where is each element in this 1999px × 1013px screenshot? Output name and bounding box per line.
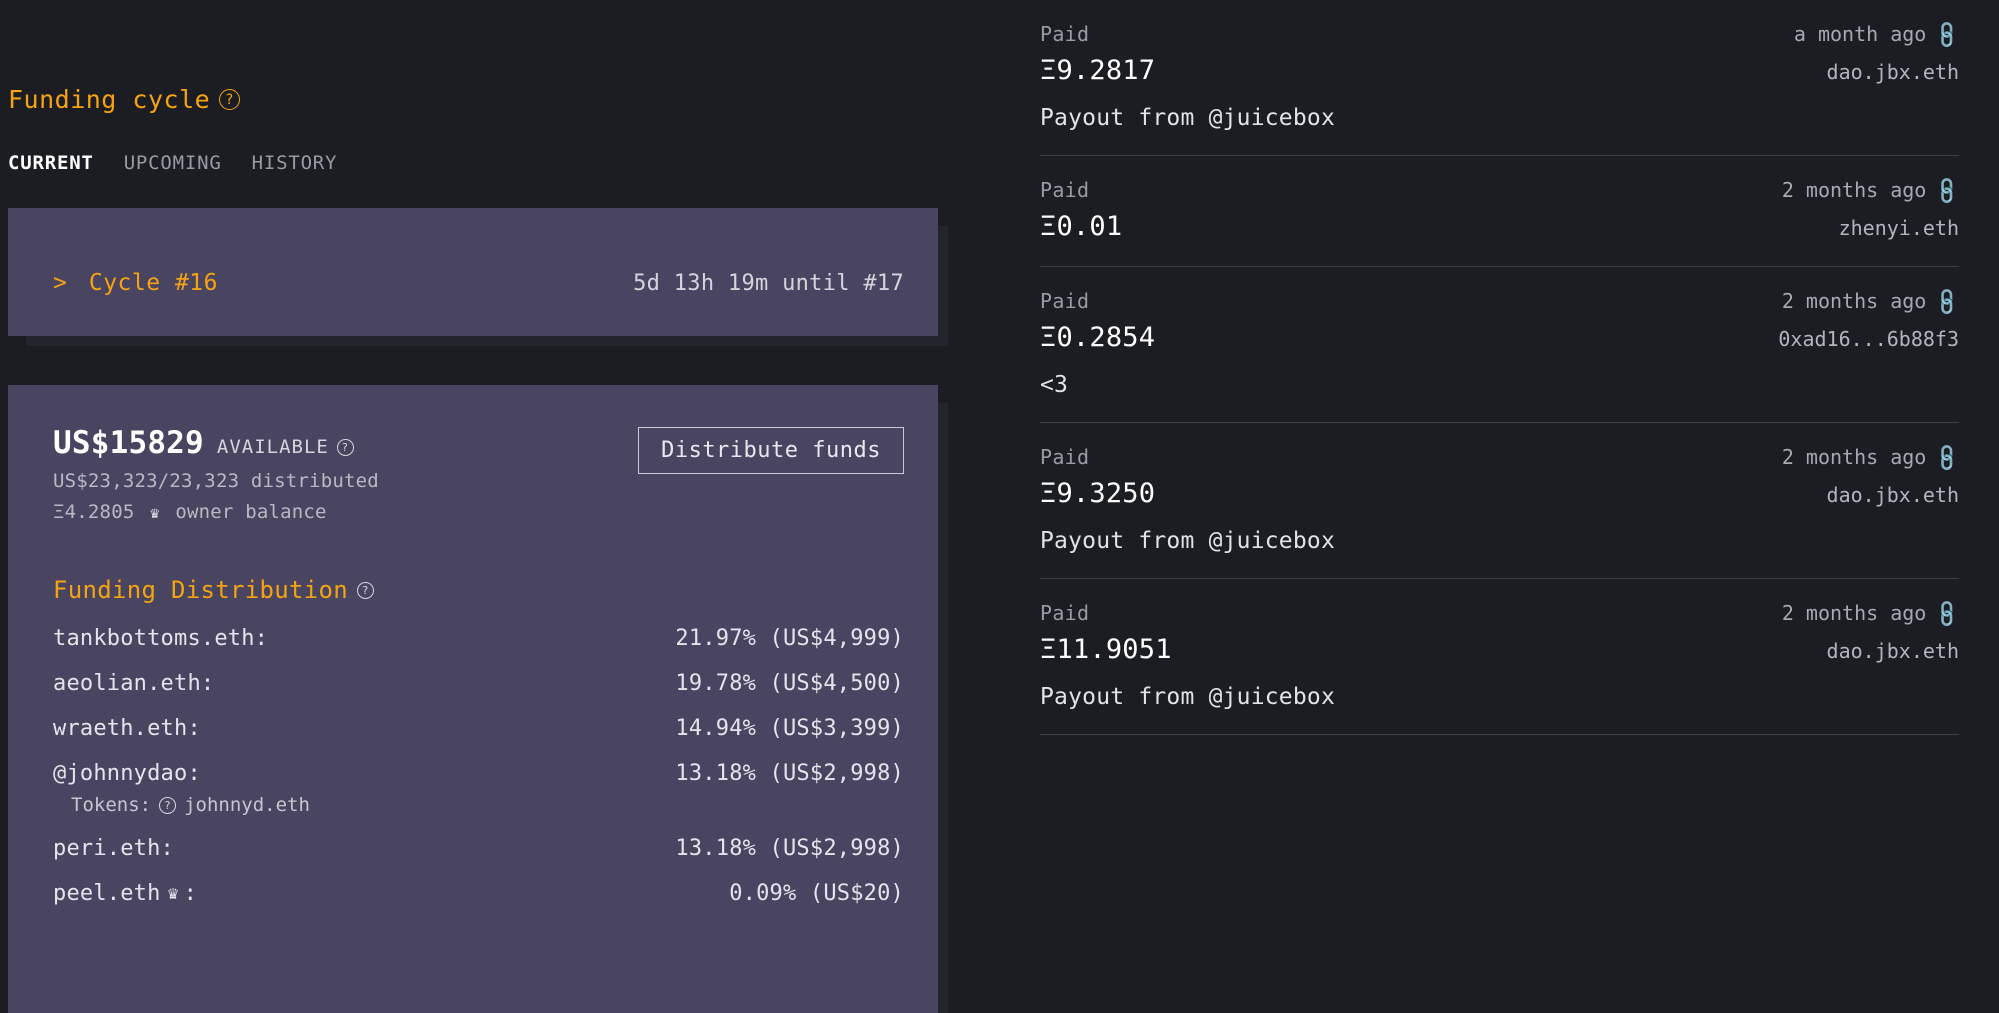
chevron-right-icon[interactable]: >: [53, 270, 67, 296]
payout-name: wraeth.eth:: [53, 716, 201, 741]
activity-time-group: 2 months ago 🔗: [1781, 285, 1964, 317]
distribution-row[interactable]: wraeth.eth: 14.94% (US$3,399): [53, 716, 904, 741]
distribution-row[interactable]: aeolian.eth: 19.78% (US$4,500): [53, 671, 904, 696]
activity-kind: Paid: [1040, 178, 1090, 202]
available-block: US$15829 AVAILABLE ? US$23,323/23,323 di…: [53, 425, 379, 523]
activity-memo: Payout from @juicebox: [1040, 105, 1335, 131]
link-icon[interactable]: 🔗: [1931, 18, 1964, 51]
activity-time-group: a month ago 🔗: [1793, 18, 1964, 50]
payout-token-row: Tokens: ? johnnyd.eth: [71, 794, 904, 816]
funding-distribution-list: tankbottoms.eth: 21.97% (US$4,999) aeoli…: [53, 626, 904, 906]
payout-name: aeolian.eth:: [53, 671, 215, 696]
cycle-label: Cycle #16: [88, 270, 218, 296]
tab-upcoming[interactable]: UPCOMING: [123, 152, 222, 174]
tokens-label: Tokens:: [71, 794, 152, 816]
payout-name: peri.eth:: [53, 836, 175, 861]
payout-value: 14.94% (US$3,399): [675, 716, 904, 741]
activity-kind: Paid: [1040, 289, 1090, 313]
activity-item[interactable]: Paid 2 months ago 🔗 Ξ0.2854 0xad16...6b8…: [1040, 266, 1964, 422]
activity-item[interactable]: Paid a month ago 🔗 Ξ9.2817 dao.jbx.eth P…: [1040, 0, 1964, 155]
activity-item[interactable]: Paid 2 months ago 🔗 Ξ0.01 zhenyi.eth: [1040, 155, 1964, 266]
cycle-countdown: 5d 13h 19m until #17: [633, 270, 904, 296]
distributed-text: US$23,323/23,323 distributed: [53, 470, 379, 492]
distribute-funds-button[interactable]: Distribute funds: [638, 427, 904, 474]
payout-name: peel.eth ♛ :: [53, 881, 197, 906]
tab-current[interactable]: CURRENT: [8, 152, 94, 174]
available-label-group: AVAILABLE ?: [217, 436, 354, 458]
activity-time-group: 2 months ago 🔗: [1781, 597, 1964, 629]
tokens-help-icon[interactable]: ?: [159, 796, 177, 814]
activity-kind: Paid: [1040, 445, 1090, 469]
help-icon[interactable]: ?: [219, 89, 241, 110]
funding-cycle-heading: Funding cycle ?: [8, 85, 241, 114]
link-icon[interactable]: 🔗: [1931, 174, 1964, 207]
activity-timestamp: 2 months ago: [1781, 601, 1927, 625]
tab-history[interactable]: HISTORY: [251, 152, 338, 174]
distribution-help-icon[interactable]: ?: [356, 581, 374, 599]
tokens-value: johnnyd.eth: [184, 794, 310, 816]
activity-item[interactable]: Paid 2 months ago 🔗 Ξ9.3250 dao.jbx.eth …: [1040, 422, 1964, 578]
available-help-icon[interactable]: ?: [336, 438, 354, 456]
activity-address[interactable]: dao.jbx.eth: [1826, 60, 1959, 84]
activity-time-group: 2 months ago 🔗: [1781, 174, 1964, 206]
activity-kind: Paid: [1040, 601, 1090, 625]
payout-name-colon: :: [183, 881, 198, 906]
activity-memo: <3: [1040, 372, 1069, 398]
activity-amount: Ξ9.2817: [1040, 55, 1156, 86]
distribution-row[interactable]: peri.eth: 13.18% (US$2,998): [53, 836, 904, 861]
distribution-row[interactable]: @johnnydao: 13.18% (US$2,998): [53, 761, 904, 786]
activity-kind: Paid: [1040, 22, 1090, 46]
owner-balance-row: Ξ4.2805 ♛ owner balance: [53, 501, 379, 523]
activity-amount: Ξ0.2854: [1040, 322, 1156, 353]
activity-timestamp: 2 months ago: [1781, 445, 1927, 469]
funding-card: US$15829 AVAILABLE ? US$23,323/23,323 di…: [8, 385, 938, 1013]
payout-name: @johnnydao:: [53, 761, 201, 786]
link-icon[interactable]: 🔗: [1931, 285, 1964, 318]
payout-name: tankbottoms.eth:: [53, 626, 269, 651]
activity-address[interactable]: dao.jbx.eth: [1826, 483, 1959, 507]
payout-value: 13.18% (US$2,998): [675, 836, 904, 861]
activity-timestamp: 2 months ago: [1781, 178, 1927, 202]
distribution-row[interactable]: tankbottoms.eth: 21.97% (US$4,999): [53, 626, 904, 651]
activity-divider: [1040, 734, 1959, 735]
activity-timestamp: a month ago: [1793, 22, 1927, 46]
distribution-row[interactable]: peel.eth ♛ : 0.09% (US$20): [53, 881, 904, 906]
activity-amount: Ξ11.9051: [1040, 634, 1172, 665]
owner-balance-label: owner balance: [175, 501, 327, 523]
activity-amount: Ξ0.01: [1040, 211, 1123, 242]
activity-item[interactable]: Paid 2 months ago 🔗 Ξ11.9051 dao.jbx.eth…: [1040, 578, 1964, 734]
activity-amount: Ξ9.3250: [1040, 478, 1156, 509]
activity-feed: Paid a month ago 🔗 Ξ9.2817 dao.jbx.eth P…: [1000, 0, 1999, 1013]
payout-value: 19.78% (US$4,500): [675, 671, 904, 696]
available-label: AVAILABLE: [216, 436, 329, 458]
activity-time-group: 2 months ago 🔗: [1781, 441, 1964, 473]
activity-memo: Payout from @juicebox: [1040, 684, 1335, 710]
crown-icon: ♛: [167, 883, 179, 904]
owner-balance-amount: Ξ4.2805: [53, 501, 135, 523]
funding-cycle-panel: Funding cycle ? CURRENT UPCOMING HISTORY…: [8, 85, 938, 1013]
payout-value: 0.09% (US$20): [729, 881, 904, 906]
funding-distribution-title: Funding Distribution: [53, 576, 348, 604]
available-amount: US$15829: [53, 425, 204, 461]
cycle-row[interactable]: > Cycle #16 5d 13h 19m until #17: [8, 270, 938, 296]
funding-summary: US$15829 AVAILABLE ? US$23,323/23,323 di…: [53, 425, 904, 523]
crown-icon: ♛: [150, 504, 160, 522]
activity-address[interactable]: 0xad16...6b88f3: [1778, 327, 1959, 351]
cycle-card[interactable]: > Cycle #16 5d 13h 19m until #17: [8, 208, 938, 336]
activity-address[interactable]: zhenyi.eth: [1838, 216, 1959, 240]
activity-memo: Payout from @juicebox: [1040, 528, 1335, 554]
payout-value: 13.18% (US$2,998): [675, 761, 904, 786]
activity-address[interactable]: dao.jbx.eth: [1826, 639, 1959, 663]
link-icon[interactable]: 🔗: [1931, 441, 1964, 474]
funding-cycle-title: Funding cycle: [8, 85, 211, 114]
payout-name-text: peel.eth: [53, 881, 161, 906]
activity-timestamp: 2 months ago: [1781, 289, 1927, 313]
payout-value: 21.97% (US$4,999): [675, 626, 904, 651]
link-icon[interactable]: 🔗: [1931, 597, 1964, 630]
funding-distribution-heading: Funding Distribution ?: [53, 576, 904, 604]
funding-cycle-tabs: CURRENT UPCOMING HISTORY: [8, 152, 337, 174]
